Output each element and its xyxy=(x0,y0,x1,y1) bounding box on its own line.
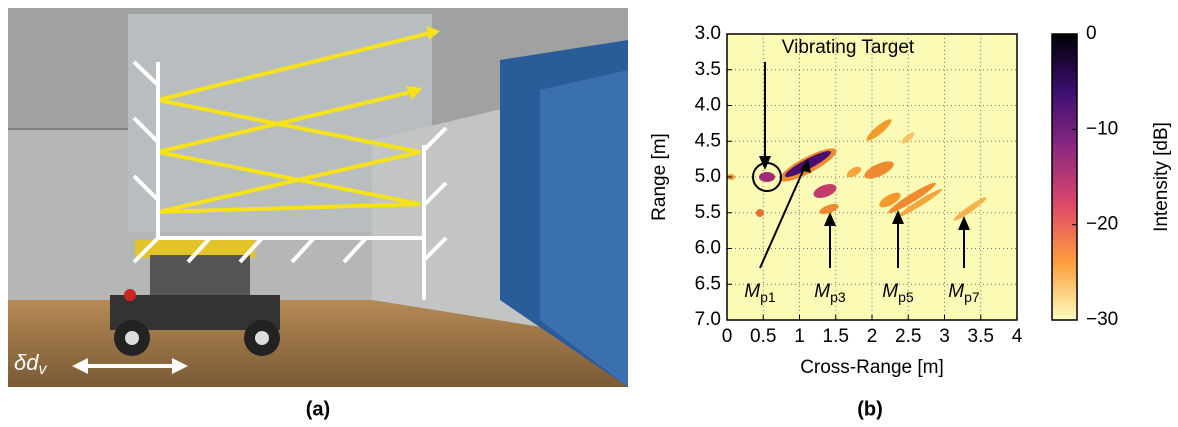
y-tick-label: 3.5 xyxy=(695,59,721,80)
x-tick-label: 4 xyxy=(1012,326,1023,347)
annotation-main: M xyxy=(814,281,830,302)
x-axis-label: Cross-Range [m] xyxy=(800,357,944,378)
x-tick-label: 2 xyxy=(867,326,878,347)
colorbar-tick-label: 0 xyxy=(1086,23,1097,44)
annotation-sub: p7 xyxy=(964,289,980,305)
x-tick-label: 1 xyxy=(794,326,805,347)
x-tick-label: 2.5 xyxy=(895,326,921,347)
y-tick-label: 4.0 xyxy=(695,95,721,116)
figure: δdv (a) (b) Range [m] Cross-Range [m] In… xyxy=(0,0,1178,427)
y-tick-label: 6.0 xyxy=(695,238,721,259)
annotation-sub: p3 xyxy=(830,289,846,305)
photo: δdv xyxy=(8,8,628,387)
y-tick-label: 5.0 xyxy=(695,166,721,187)
y-tick-label: 3.0 xyxy=(695,23,721,44)
caption: (a) xyxy=(306,398,330,420)
label-sub: v xyxy=(38,361,47,378)
annotation-sub: p5 xyxy=(898,289,914,305)
x-tick-label: 1.5 xyxy=(823,326,849,347)
annotation-main: M xyxy=(882,281,898,302)
y-tick-label: 7.0 xyxy=(695,309,721,330)
colorbar-tick-label: −20 xyxy=(1086,214,1118,235)
label-main: δd xyxy=(14,350,39,375)
annotation-main: Vibrating Target xyxy=(782,37,915,58)
colorbar-label: Intensity [dB] xyxy=(1151,122,1172,232)
x-tick-label: 0.5 xyxy=(750,326,776,347)
x-tick-label: 3 xyxy=(939,326,950,347)
annotation-sub: p1 xyxy=(760,289,776,305)
colorbar-tick-label: −30 xyxy=(1086,309,1118,330)
x-tick-label: 3.5 xyxy=(968,326,994,347)
colorbar xyxy=(1052,34,1077,320)
y-tick-label: 6.5 xyxy=(695,273,721,294)
y-tick-label: 5.5 xyxy=(695,202,721,223)
y-tick-label: 4.5 xyxy=(695,130,721,151)
y-axis-label: Range [m] xyxy=(649,133,670,221)
annotation: Vibrating Target xyxy=(782,37,915,58)
colorbar-tick-label: −10 xyxy=(1086,118,1118,139)
annotation-main: M xyxy=(948,281,964,302)
caption: (b) xyxy=(857,398,883,420)
x-tick-label: 0 xyxy=(722,326,733,347)
annotation-main: M xyxy=(744,281,760,302)
